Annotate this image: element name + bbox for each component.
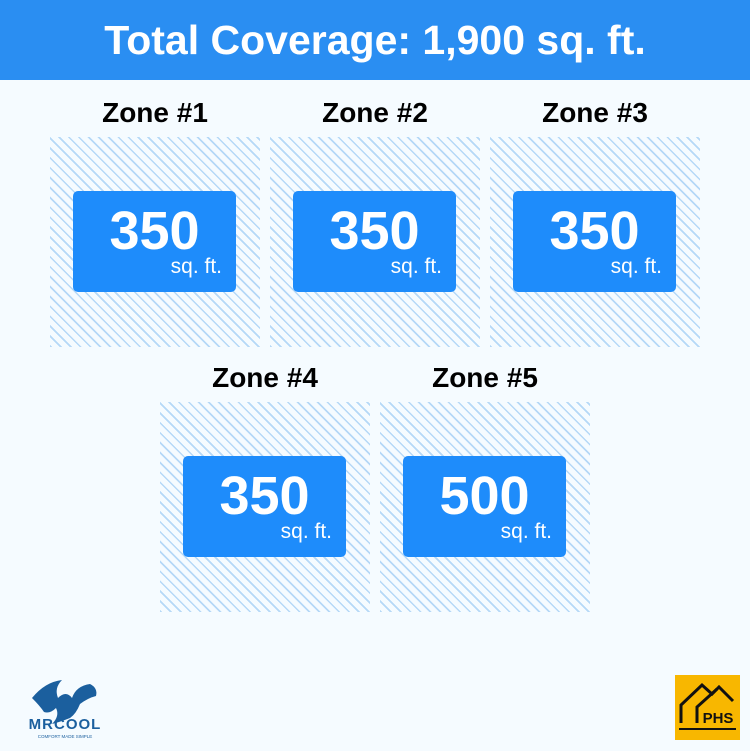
zone-value: 350 (109, 201, 200, 261)
polar-bear-icon: MRCOOL COMFORT MADE SIMPLE (29, 680, 102, 739)
svg-text:PHS: PHS (703, 710, 734, 727)
total-coverage-title: Total Coverage: 1,900 sq. ft. (104, 16, 646, 63)
zone-unit: sq. ft. (170, 255, 222, 278)
phs-logo: PHS (675, 675, 740, 740)
zone-unit: sq. ft. (500, 520, 552, 543)
zone-card: 350 sq. ft. (293, 191, 456, 292)
zone-card: 350 sq. ft. (513, 191, 676, 292)
zone-title: Zone #4 (212, 362, 318, 393)
zone-value: 350 (329, 201, 420, 261)
zone-card: 500 sq. ft. (403, 456, 566, 557)
zone-title: Zone #1 (102, 97, 208, 128)
zone-title: Zone #2 (322, 97, 428, 128)
zone-unit: sq. ft. (390, 255, 442, 278)
zone-unit: sq. ft. (610, 255, 662, 278)
svg-text:COMFORT MADE SIMPLE: COMFORT MADE SIMPLE (38, 734, 93, 739)
svg-text:MRCOOL: MRCOOL (29, 716, 102, 733)
zone-unit: sq. ft. (280, 520, 332, 543)
zone-value: 350 (219, 466, 310, 526)
zone-card: 350 sq. ft. (73, 191, 236, 292)
zone-title: Zone #5 (432, 362, 538, 393)
mrcool-logo: MRCOOL COMFORT MADE SIMPLE (10, 668, 120, 746)
zone-title: Zone #3 (542, 97, 648, 128)
house-icon: PHS (679, 682, 736, 730)
zone-card: 350 sq. ft. (183, 456, 346, 557)
zone-value: 350 (549, 201, 640, 261)
header-banner: Total Coverage: 1,900 sq. ft. (0, 0, 750, 80)
zone-value: 500 (439, 466, 530, 526)
